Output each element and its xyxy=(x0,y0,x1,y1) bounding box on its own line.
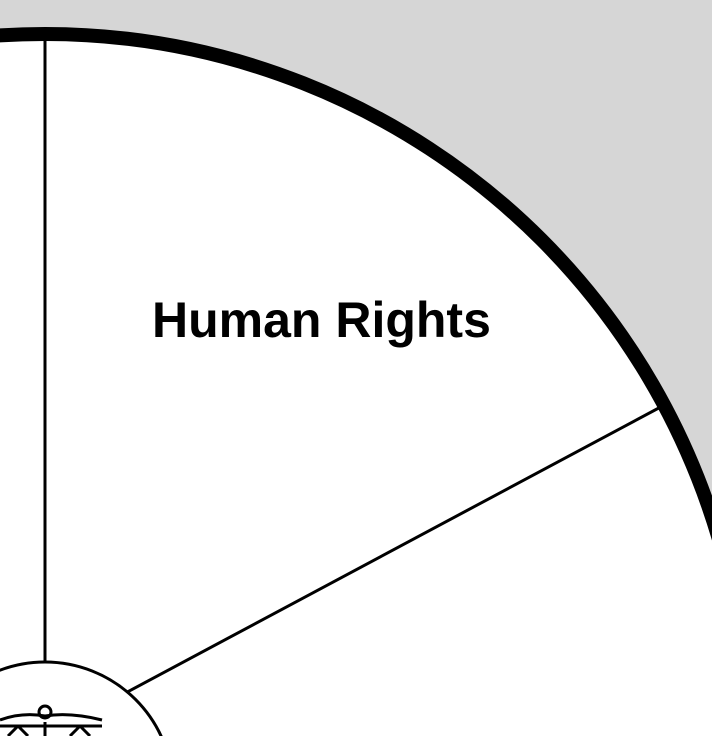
wheel-disc xyxy=(0,34,712,736)
segment-label-human-rights: Human Rights xyxy=(152,292,491,348)
scales-of-justice-icon xyxy=(0,704,103,736)
segment-divider-diagonal xyxy=(44,400,671,736)
wheel-outer-rim xyxy=(0,27,712,542)
